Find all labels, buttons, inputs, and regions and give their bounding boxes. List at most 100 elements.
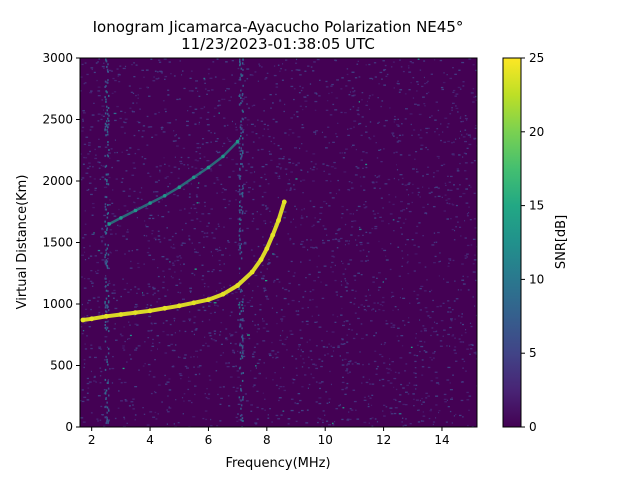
noise-cell	[290, 171, 293, 173]
noise-cell	[101, 313, 103, 315]
noise-cell	[402, 297, 406, 299]
noise-cell	[422, 235, 424, 237]
noise-cell	[283, 110, 285, 113]
noise-cell	[125, 149, 128, 151]
noise-cell	[389, 107, 391, 109]
noise-cell	[324, 228, 327, 230]
noise-cell	[237, 249, 241, 251]
noise-cell	[309, 339, 311, 341]
noise-cell	[296, 208, 298, 210]
noise-cell	[439, 305, 442, 307]
noise-cell	[107, 258, 109, 260]
noise-cell	[397, 80, 399, 82]
noise-cell	[162, 322, 165, 324]
band-cell	[104, 220, 106, 223]
noise-cell	[443, 210, 446, 212]
noise-cell	[226, 157, 228, 159]
noise-cell	[120, 382, 123, 384]
noise-cell	[399, 140, 402, 142]
band-cell	[105, 164, 108, 167]
echo-trace-point	[119, 216, 123, 220]
noise-cell	[330, 345, 332, 347]
noise-cell	[365, 163, 368, 166]
noise-cell	[272, 118, 275, 120]
noise-cell	[222, 145, 224, 147]
noise-cell	[306, 94, 309, 97]
noise-cell	[96, 79, 98, 82]
noise-cell	[195, 350, 199, 352]
noise-cell	[262, 318, 264, 320]
noise-cell	[201, 213, 205, 215]
noise-cell	[184, 354, 187, 356]
noise-cell	[382, 385, 385, 387]
noise-cell	[336, 247, 339, 249]
noise-cell	[354, 290, 357, 292]
noise-cell	[219, 420, 222, 422]
noise-cell	[95, 62, 98, 64]
noise-cell	[407, 203, 410, 205]
noise-cell	[331, 261, 334, 264]
noise-cell	[344, 278, 346, 280]
noise-cell	[464, 255, 468, 257]
noise-cell	[328, 424, 331, 426]
noise-cell	[164, 177, 167, 179]
noise-cell	[228, 176, 231, 178]
noise-cell	[182, 147, 186, 149]
band-cell	[238, 234, 241, 237]
noise-cell	[272, 253, 275, 255]
noise-cell	[89, 129, 92, 131]
noise-cell	[345, 320, 349, 322]
noise-cell	[281, 343, 284, 345]
noise-cell	[458, 154, 461, 156]
noise-cell	[356, 63, 359, 65]
noise-cell	[296, 111, 299, 113]
noise-cell	[369, 294, 371, 296]
noise-cell	[459, 195, 462, 198]
noise-cell	[383, 84, 386, 86]
noise-cell	[314, 163, 317, 165]
noise-cell	[295, 164, 298, 167]
noise-cell	[430, 380, 433, 382]
noise-cell	[244, 96, 248, 98]
noise-cell	[365, 334, 368, 336]
noise-cell	[376, 421, 379, 423]
noise-cell	[310, 161, 313, 163]
noise-cell	[393, 386, 395, 388]
noise-cell	[300, 217, 304, 219]
noise-cell	[420, 345, 424, 348]
noise-cell	[152, 80, 156, 82]
noise-cell	[338, 228, 341, 230]
band-cell	[106, 326, 109, 329]
noise-cell	[396, 169, 399, 171]
noise-cell	[245, 169, 248, 172]
noise-cell	[357, 317, 360, 320]
noise-cell	[263, 128, 265, 130]
band-cell	[240, 288, 242, 291]
noise-cell	[82, 421, 86, 423]
noise-cell	[420, 330, 423, 333]
noise-cell	[120, 181, 123, 183]
band-cell	[240, 209, 242, 211]
noise-cell	[218, 259, 221, 262]
noise-cell	[168, 407, 172, 409]
noise-cell	[470, 325, 473, 328]
noise-cell	[154, 391, 157, 394]
band-cell	[105, 297, 108, 300]
noise-cell	[90, 270, 93, 272]
noise-cell	[287, 303, 290, 305]
noise-cell	[325, 284, 328, 286]
noise-cell	[371, 181, 375, 183]
noise-cell	[173, 130, 175, 132]
noise-cell	[397, 118, 399, 120]
noise-cell	[312, 180, 315, 182]
noise-cell	[379, 71, 383, 74]
noise-cell	[432, 331, 436, 333]
noise-cell	[434, 371, 438, 373]
noise-cell	[94, 255, 97, 257]
noise-cell	[293, 98, 295, 101]
noise-cell	[195, 194, 198, 196]
noise-cell	[316, 58, 320, 61]
noise-cell	[250, 74, 254, 76]
noise-cell	[190, 70, 193, 72]
noise-cell	[353, 400, 357, 403]
